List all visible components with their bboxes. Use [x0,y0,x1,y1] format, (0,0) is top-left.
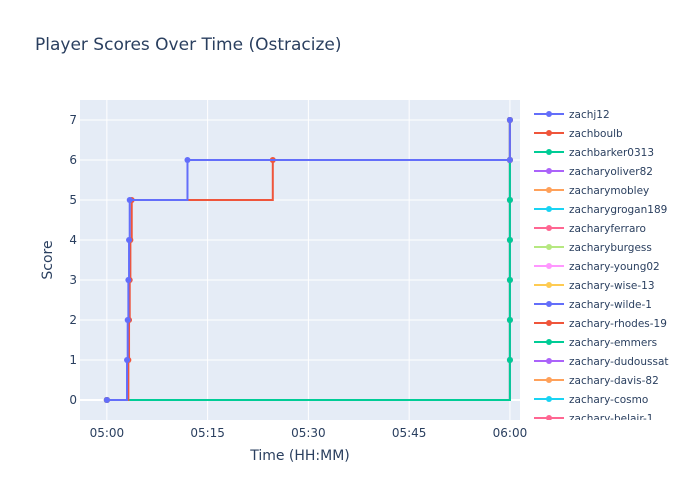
legend-item[interactable]: zachary-belair-1 [534,413,653,425]
data-point [506,277,513,283]
legend-label: zachary-wilde-1 [569,299,652,311]
legend-label: zacharyoliver82 [569,166,653,178]
data-point [506,117,513,123]
y-tick-label: 5 [69,193,77,207]
legend-swatch-marker [546,339,552,345]
legend-item[interactable]: zachary-dudoussat [534,356,669,368]
legend-label: zachary-young02 [569,261,660,273]
legend-swatch-marker [546,187,552,193]
legend-item[interactable]: zacharyoliver82 [534,166,653,178]
y-tick-label: 3 [69,273,77,287]
data-point [124,357,131,363]
legend-item[interactable]: zachboulb [534,128,623,140]
legend-swatch-marker [546,415,552,420]
series-zachj12 [103,117,513,403]
legend-label: zachary-rhodes-19 [569,318,667,330]
data-point [126,237,133,243]
legend-swatch-marker [546,282,552,288]
data-point [103,397,110,403]
data-point [506,357,513,363]
y-tick-label: 6 [69,153,77,167]
legend-item[interactable]: zachary-young02 [534,261,660,273]
legend-swatch-marker [546,263,552,269]
y-tick-label: 1 [69,353,77,367]
legend-label: zachary-dudoussat [569,356,669,368]
x-tick-label: 06:00 [493,426,528,440]
legend-label: zachboulb [569,128,623,140]
legend-label: zachary-davis-82 [569,375,659,387]
data-point [506,197,513,203]
data-point [184,157,191,163]
data-point [506,237,513,243]
legend-item[interactable]: zacharyburgess [534,242,652,254]
legend-swatch-marker [546,244,552,250]
legend-swatch-marker [546,206,552,212]
chart-title: Player Scores Over Time (Ostracize) [35,35,342,55]
legend-item[interactable]: zachary-rhodes-19 [534,318,667,330]
legend-label: zachary-cosmo [569,394,648,406]
legend-swatch-marker [546,396,552,402]
legend-item[interactable]: zachbarker0313 [534,147,654,159]
y-tick-label: 2 [69,313,77,327]
legend-swatch-marker [546,301,552,307]
plot-area [80,100,520,420]
plot-content [103,117,513,403]
legend[interactable]: zachj12 zachboulb zachbarker0313 zacharyoli… [534,109,669,425]
legend-swatch-marker [546,168,552,174]
legend-label: zachj12 [569,109,610,121]
legend-item[interactable]: zacharygrogan189 [534,204,667,216]
legend-item[interactable]: zacharyferraro [534,223,646,235]
legend-label: zachbarker0313 [569,147,654,159]
legend-item[interactable]: zachary-emmers [534,337,657,349]
legend-item[interactable]: zachj12 [534,109,610,121]
data-point [124,317,131,323]
legend-swatch-marker [546,358,552,364]
legend-swatch-marker [546,377,552,383]
legend-swatch-marker [546,225,552,231]
legend-label: zacharyferraro [569,223,646,235]
legend-swatch-marker [546,149,552,155]
x-tick-label: 05:30 [291,426,326,440]
legend-item[interactable]: zachary-wilde-1 [534,299,652,311]
legend-swatch-marker [546,111,552,117]
data-point [126,197,133,203]
legend-label: zacharygrogan189 [569,204,667,216]
y-tick-label: 0 [69,393,77,407]
x-tick-label: 05:00 [90,426,125,440]
y-tick-label: 4 [69,233,77,247]
legend-swatch-marker [546,320,552,326]
legend-label: zachary-belair-1 [569,413,653,425]
y-axis-title: Score [40,240,56,279]
data-point [125,277,132,283]
data-point [506,317,513,323]
legend-item[interactable]: zacharymobley [534,185,649,197]
legend-item[interactable]: zachary-cosmo [534,394,648,406]
legend-label: zachary-emmers [569,337,657,349]
x-tick-label: 05:45 [392,426,427,440]
legend-item[interactable]: zachary-wise-13 [534,280,655,292]
legend-swatch-marker [546,130,552,136]
legend-label: zacharyburgess [569,242,652,254]
data-point [506,157,513,163]
y-tick-label: 7 [69,113,77,127]
legend-label: zacharymobley [569,185,649,197]
legend-item[interactable]: zachary-davis-82 [534,375,659,387]
x-axis-title: Time (HH:MM) [249,448,350,464]
x-tick-label: 05:15 [190,426,225,440]
legend-label: zachary-wise-13 [569,280,655,292]
axis-ticks: 05:00 05:15 05:30 05:45 06:00 0 1 2 3 4 5 6 7 [69,113,527,440]
